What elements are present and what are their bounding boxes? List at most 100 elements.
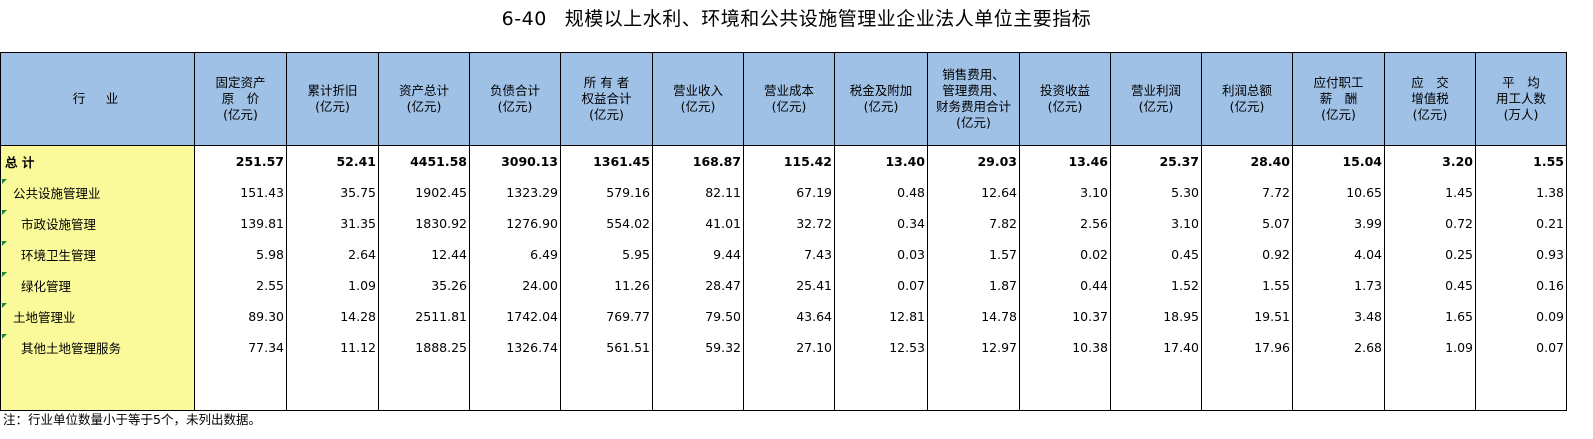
column-header-line: 营业利润 (1130, 83, 1181, 98)
column-header-line: 原 价 (221, 91, 260, 106)
column-header-line: (亿元) (406, 99, 442, 114)
table-row: 土地管理业 89.30 14.28 2511.81 1742.04 769.77 79.50… (0, 301, 1567, 332)
table-cell: 5.98 (194, 239, 287, 270)
table-cell-filler (652, 363, 744, 411)
table-cell: 82.11 (652, 177, 744, 208)
table-cell: 12.44 (378, 239, 470, 270)
table-cell: 2.68 (1292, 332, 1385, 363)
table-cell: 7.82 (927, 208, 1020, 239)
column-header-line: (亿元) (956, 115, 991, 130)
table-cell-filler (1019, 363, 1111, 411)
table-cell: 12.97 (927, 332, 1020, 363)
table-cell: 5.95 (560, 239, 653, 270)
table-cell: 0.07 (834, 270, 928, 301)
comment-marker-icon (2, 179, 7, 184)
table-cell: 151.43 (194, 177, 287, 208)
column-header-line: (亿元) (1229, 99, 1265, 114)
table-cell: 0.44 (1019, 270, 1111, 301)
table-cell: 1.55 (1201, 270, 1293, 301)
table-cell: 2.55 (194, 270, 287, 301)
table-cell: 3090.13 (469, 145, 561, 177)
page-title: 6-40 规模以上水利、环境和公共设施管理业企业法人单位主要指标 (0, 4, 1593, 31)
table-cell: 1.45 (1384, 177, 1476, 208)
comment-marker-icon (2, 272, 7, 277)
table-cell: 35.26 (378, 270, 470, 301)
header-row: 行 业固定资产原 价 (亿元) 累计折旧 (亿元) 资产总计 (亿元) 负债合计 (亿元) 所 … (0, 52, 1567, 146)
column-header-line: 平 均 (1502, 75, 1540, 90)
column-header: 所 有 者权益合计 (亿元) (560, 52, 653, 146)
table-cell: 0.16 (1475, 270, 1567, 301)
table-cell: 14.28 (286, 301, 379, 332)
table-cell: 35.75 (286, 177, 379, 208)
table-cell: 0.21 (1475, 208, 1567, 239)
table-cell: 7.43 (743, 239, 835, 270)
table-cell: 0.93 (1475, 239, 1567, 270)
table-cell: 12.81 (834, 301, 928, 332)
table-cell: 0.25 (1384, 239, 1476, 270)
table-cell: 17.40 (1110, 332, 1202, 363)
table-title: 规模以上水利、环境和公共设施管理业企业法人单位主要指标 (564, 8, 1092, 30)
table-cell: 5.07 (1201, 208, 1293, 239)
column-header-line: 所 有 者 (583, 75, 630, 90)
table-cell-filler (1475, 363, 1567, 411)
table-cell: 0.45 (1110, 239, 1202, 270)
column-header-industry: 行 业 (0, 52, 195, 146)
table-cell: 0.72 (1384, 208, 1476, 239)
table-cell: 168.87 (652, 145, 744, 177)
column-header: 营业收入 (亿元) (652, 52, 744, 146)
table-cell: 3.20 (1384, 145, 1476, 177)
table-cell-filler (1201, 363, 1293, 411)
column-header-line: 税金及附加 (849, 83, 913, 98)
table-cell: 3.10 (1019, 177, 1111, 208)
table-cell: 27.10 (743, 332, 835, 363)
table-row: 总 计 251.57 52.41 4451.58 3090.13 1361.45 168.8… (0, 145, 1567, 177)
table-cell: 25.37 (1110, 145, 1202, 177)
row-label: 土地管理业 (0, 301, 195, 332)
table-cell: 1888.25 (378, 332, 470, 363)
comment-marker-icon (2, 210, 7, 215)
table-cell: 3.99 (1292, 208, 1385, 239)
table-cell-filler (1110, 363, 1202, 411)
table-cell: 0.02 (1019, 239, 1111, 270)
column-header-line: 营业成本 (763, 83, 814, 98)
table-cell-filler (927, 363, 1020, 411)
table-cell: 579.16 (560, 177, 653, 208)
table-cell: 1.73 (1292, 270, 1385, 301)
table-cell: 59.32 (652, 332, 744, 363)
table-cell: 3.48 (1292, 301, 1385, 332)
table-cell: 15.04 (1292, 145, 1385, 177)
column-header: 营业成本 (亿元) (743, 52, 835, 146)
column-header-line: (万人) (1503, 107, 1539, 122)
table-cell: 10.65 (1292, 177, 1385, 208)
table-cell-filler (1384, 363, 1476, 411)
table-cell: 10.38 (1019, 332, 1111, 363)
table-cell: 31.35 (286, 208, 379, 239)
table-cell: 2511.81 (378, 301, 470, 332)
row-label-text: 总 计 (5, 155, 35, 170)
table-cell: 1276.90 (469, 208, 561, 239)
table-body: 总 计 251.57 52.41 4451.58 3090.13 1361.45 168.8… (0, 145, 1567, 411)
column-header-line: 行 业 (72, 91, 123, 106)
column-header-line: 营业收入 (672, 83, 723, 98)
column-header-line: 固定资产 (215, 75, 266, 90)
table-row: 公共设施管理业 151.43 35.75 1902.45 1323.29 579.16 82… (0, 177, 1567, 208)
table-cell: 29.03 (927, 145, 1020, 177)
column-header: 应 交增值税 (亿元) (1384, 52, 1476, 146)
row-label: 其他土地管理服务 (0, 332, 195, 363)
table-cell: 32.72 (743, 208, 835, 239)
column-header-line: 增值税 (1411, 91, 1449, 106)
column-header-line: 投资收益 (1039, 83, 1090, 98)
row-label-filler (0, 363, 195, 411)
table-cell-filler (194, 363, 287, 411)
column-header-line: 累计折旧 (307, 83, 358, 98)
comment-marker-icon (2, 334, 7, 339)
column-header: 投资收益 (亿元) (1019, 52, 1111, 146)
column-header: 资产总计 (亿元) (378, 52, 470, 146)
table-number: 6-40 (501, 8, 547, 30)
table-cell: 1.65 (1384, 301, 1476, 332)
table-cell-filler (743, 363, 835, 411)
table-cell: 139.81 (194, 208, 287, 239)
table-cell: 115.42 (743, 145, 835, 177)
table-cell: 561.51 (560, 332, 653, 363)
column-header: 平 均用工人数 (万人) (1475, 52, 1567, 146)
